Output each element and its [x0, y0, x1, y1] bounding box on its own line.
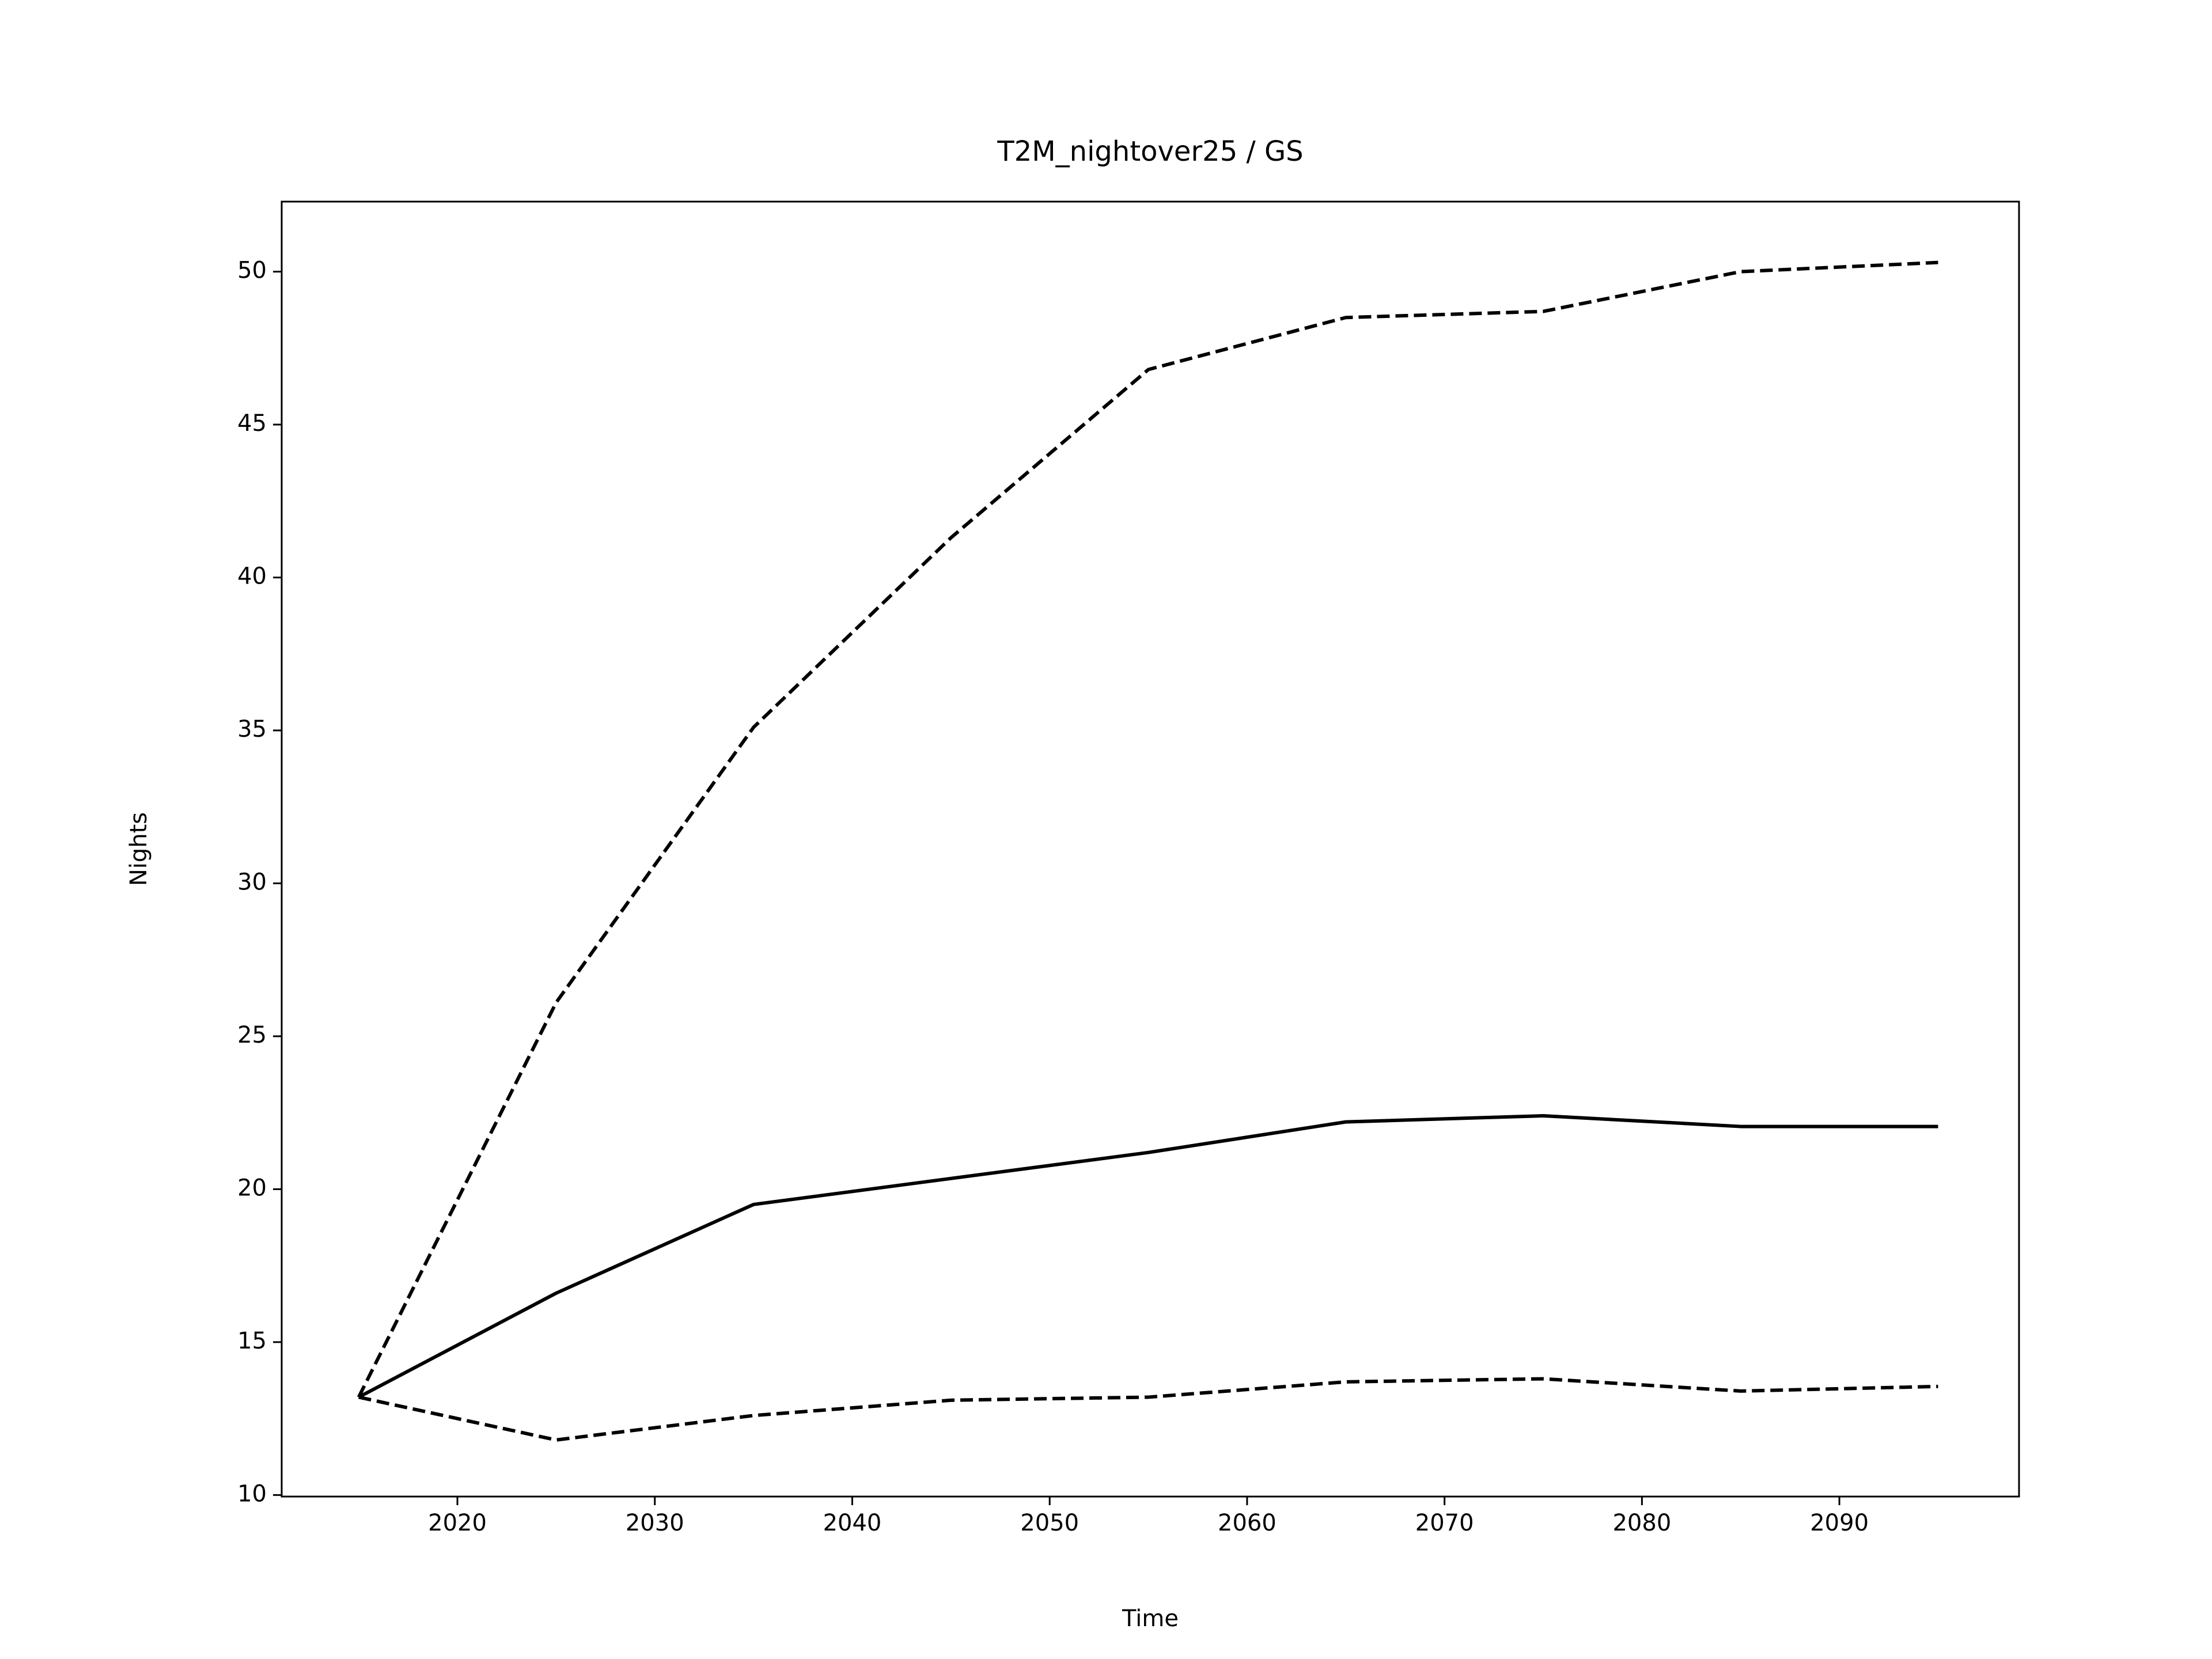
line-series: [357, 260, 1938, 1398]
x-axis-label: Time: [1122, 1605, 1179, 1632]
x-tick-label: 2070: [1415, 1510, 1474, 1536]
y-tick-label: 25: [237, 1022, 267, 1048]
y-tick-label: 35: [237, 716, 267, 743]
y-tick-label: 30: [237, 869, 267, 895]
x-tick-label: 2030: [626, 1510, 684, 1536]
x-tick-label: 2020: [428, 1510, 487, 1536]
line-series: [358, 1113, 1938, 1399]
y-tick-label: 20: [237, 1175, 267, 1201]
line-series: [358, 1377, 1938, 1442]
x-tick-label: 2080: [1612, 1510, 1671, 1536]
x-tick-label: 2040: [823, 1510, 882, 1536]
x-tick-label: 2060: [1218, 1510, 1277, 1536]
plot-frame: [281, 200, 2020, 1498]
y-axis-label: Nights: [126, 812, 152, 886]
y-tick-label: 15: [237, 1328, 267, 1354]
y-tick-label: 10: [237, 1480, 267, 1507]
y-tick-label: 40: [237, 563, 267, 590]
x-tick-label: 2090: [1810, 1510, 1869, 1536]
x-tick-label: 2050: [1020, 1510, 1079, 1536]
chart-title: T2M_nightover25 / GS: [997, 135, 1303, 168]
y-tick-label: 50: [237, 257, 267, 284]
y-tick-label: 45: [237, 410, 267, 437]
